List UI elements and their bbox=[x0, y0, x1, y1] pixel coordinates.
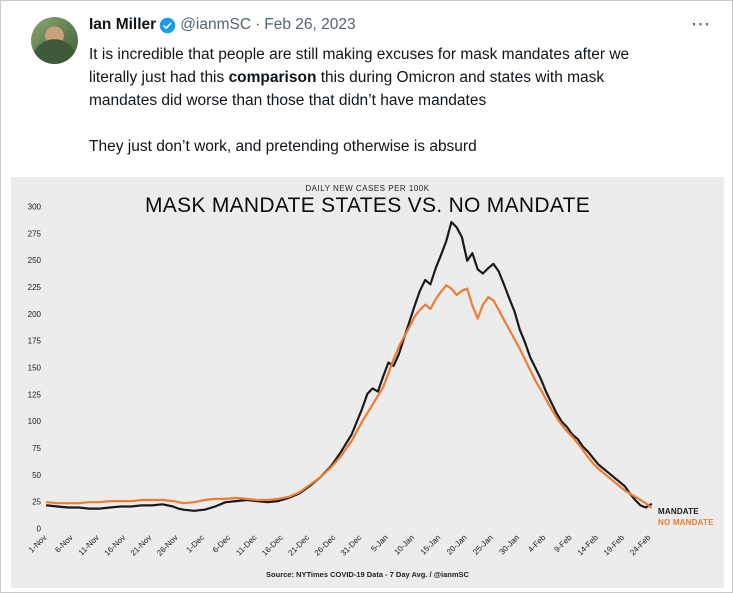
x-tick-label: 10-Jan bbox=[392, 533, 416, 557]
x-tick-label: 14-Feb bbox=[576, 533, 601, 558]
x-tick-label: 20-Jan bbox=[445, 533, 469, 557]
x-tick-label: 21-Dec bbox=[286, 533, 311, 558]
tweet-header-block: Ian Miller @ianmSC · Feb 26, 2023 It is … bbox=[1, 1, 732, 158]
x-tick-label: 19-Feb bbox=[602, 533, 627, 558]
x-tick-label: 9-Feb bbox=[552, 533, 574, 555]
x-tick-label: 6-Dec bbox=[211, 533, 232, 554]
x-tick-label: 31-Dec bbox=[339, 533, 364, 558]
series-label-mandate: MANDATE bbox=[658, 507, 699, 516]
x-tick-label: 30-Jan bbox=[497, 533, 521, 557]
tweet-text-bold-word: comparison bbox=[228, 69, 317, 86]
series-label-no-mandate: NO MANDATE bbox=[658, 518, 714, 527]
x-tick-label: 1-Nov bbox=[27, 533, 48, 554]
dot-separator: · bbox=[255, 16, 261, 33]
chart-title: MASK MANDATE STATES VS. NO MANDATE bbox=[144, 194, 591, 217]
tweet-text-before-bold: It is incredible that people are still m… bbox=[89, 46, 630, 86]
series-line-no-mandate bbox=[45, 284, 653, 509]
y-tick-label: 100 bbox=[28, 417, 42, 426]
y-tick-label: 250 bbox=[28, 256, 42, 265]
x-tick-label: 24-Feb bbox=[628, 533, 653, 558]
author-name[interactable]: Ian Miller bbox=[89, 16, 157, 33]
x-tick-label: 16-Dec bbox=[260, 533, 285, 558]
author-handle[interactable]: @ianmSC bbox=[180, 16, 252, 33]
y-tick-label: 275 bbox=[28, 229, 42, 238]
tweet-body: It is incredible that people are still m… bbox=[89, 43, 676, 158]
y-tick-label: 150 bbox=[28, 364, 42, 373]
y-tick-label: 300 bbox=[28, 203, 42, 212]
chart-source: Source: NYTimes COVID-19 Data - 7 Day Av… bbox=[266, 570, 469, 579]
tweet-date[interactable]: Feb 26, 2023 bbox=[264, 16, 356, 33]
y-tick-label: 175 bbox=[28, 337, 42, 346]
verified-badge-circle bbox=[159, 17, 176, 33]
x-tick-label: 6-Nov bbox=[53, 533, 74, 554]
y-tick-label: 125 bbox=[28, 390, 42, 399]
avatar[interactable] bbox=[31, 17, 78, 64]
chart-subtitle: DAILY NEW CASES PER 100K bbox=[305, 184, 430, 193]
tweet-header: Ian Miller @ianmSC · Feb 26, 2023 bbox=[89, 15, 676, 35]
y-tick-label: 75 bbox=[32, 444, 41, 453]
y-tick-label: 25 bbox=[32, 498, 41, 507]
tweet-main: Ian Miller @ianmSC · Feb 26, 2023 It is … bbox=[89, 15, 714, 158]
x-tick-label: 16-Nov bbox=[103, 533, 128, 558]
x-tick-label: 25-Jan bbox=[471, 533, 495, 557]
x-tick-label: 11-Dec bbox=[234, 533, 258, 557]
y-tick-label: 225 bbox=[28, 283, 42, 292]
y-tick-label: 200 bbox=[28, 310, 42, 319]
x-tick-label: 26-Nov bbox=[155, 533, 180, 558]
more-icon[interactable]: ⋯ bbox=[691, 14, 710, 35]
tweet-text-paragraph-2: They just don’t work, and pretending oth… bbox=[89, 138, 477, 155]
y-tick-label: 50 bbox=[32, 471, 41, 480]
x-tick-label: 5-Jan bbox=[369, 533, 390, 554]
x-tick-label: 4-Feb bbox=[526, 533, 548, 555]
x-tick-label: 15-Jan bbox=[419, 533, 443, 557]
verified-badge-icon bbox=[159, 17, 176, 34]
series-line-mandate bbox=[45, 220, 653, 512]
x-tick-label: 21-Nov bbox=[129, 533, 154, 558]
chart-image[interactable]: 0 25 50 75 100 125 150 175 200 225 250 275 300 1-Nov 6… bbox=[11, 177, 724, 588]
x-tick-label: 26-Dec bbox=[313, 533, 338, 558]
x-tick-label: 11-Nov bbox=[77, 533, 101, 557]
tweet-text-after-bold: this during Omicron and states with mask… bbox=[89, 69, 605, 109]
x-tick-label: 1-Dec bbox=[185, 533, 206, 554]
y-tick-label: 0 bbox=[37, 525, 42, 534]
tweet-text-paragraph-1: It is incredible that people are still m… bbox=[89, 43, 676, 112]
